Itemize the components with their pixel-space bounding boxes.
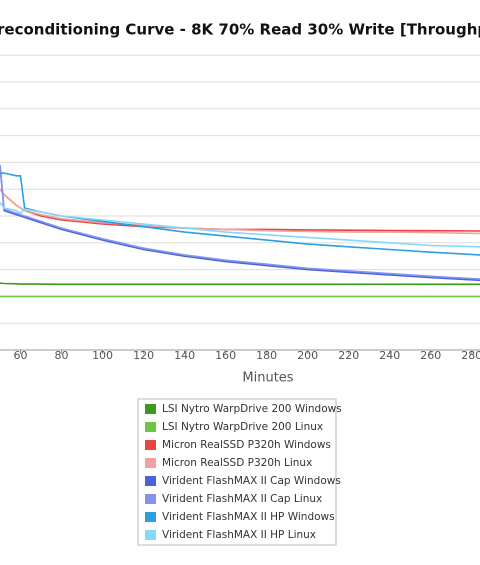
x-tick-label: 260 [420,349,441,362]
x-tick-label: 60 [14,349,28,362]
x-tick-label: 280 [461,349,480,362]
legend-label: Micron RealSSD P320h Windows [162,439,331,451]
legend-swatch [145,494,156,504]
legend-label: Virident FlashMAX II HP Linux [162,529,316,541]
plot-area [0,165,480,298]
series-line [0,188,480,232]
series-line [0,188,480,235]
legend-swatch [145,404,156,414]
grid: 60 80 100 120 140 160 180 200 220 240 260 280 [0,54,480,362]
series-line [0,202,480,248]
x-axis-label: Minutes [242,371,293,386]
x-tick-label: 200 [297,349,318,362]
x-tick-label: 240 [379,349,400,362]
legend: LSI Nytro WarpDrive 200 Windows LSI Nytro… [137,398,342,546]
legend-swatch [145,476,156,486]
legend-label: Micron RealSSD P320h Linux [162,457,312,469]
legend-swatch [145,512,156,522]
legend-label: Virident FlashMAX II Cap Windows [162,475,341,487]
legend-swatch [145,422,156,432]
legend-label: LSI Nytro WarpDrive 200 Windows [162,403,342,415]
x-tick-label: 180 [256,349,277,362]
legend-swatch [145,440,156,450]
legend-label: LSI Nytro WarpDrive 200 Linux [162,421,323,433]
series-line [0,165,480,282]
chart-title: reconditioning Curve - 8K 70% Read 30% W… [0,21,480,39]
x-tick-label: 100 [92,349,113,362]
legend-swatch [145,530,156,540]
series-line [0,172,480,256]
x-tick-label: 80 [55,349,69,362]
legend-swatch [145,458,156,468]
x-tick-label: 220 [338,349,359,362]
legend-label: Virident FlashMAX II HP Windows [162,511,335,523]
x-tick-label: 120 [133,349,154,362]
x-tick-label: 160 [215,349,236,362]
legend-label: Virident FlashMAX II Cap Linux [162,493,322,505]
series-line [0,165,480,280]
x-tick-label: 140 [174,349,195,362]
series-line [0,282,480,286]
legend-box [137,398,337,546]
